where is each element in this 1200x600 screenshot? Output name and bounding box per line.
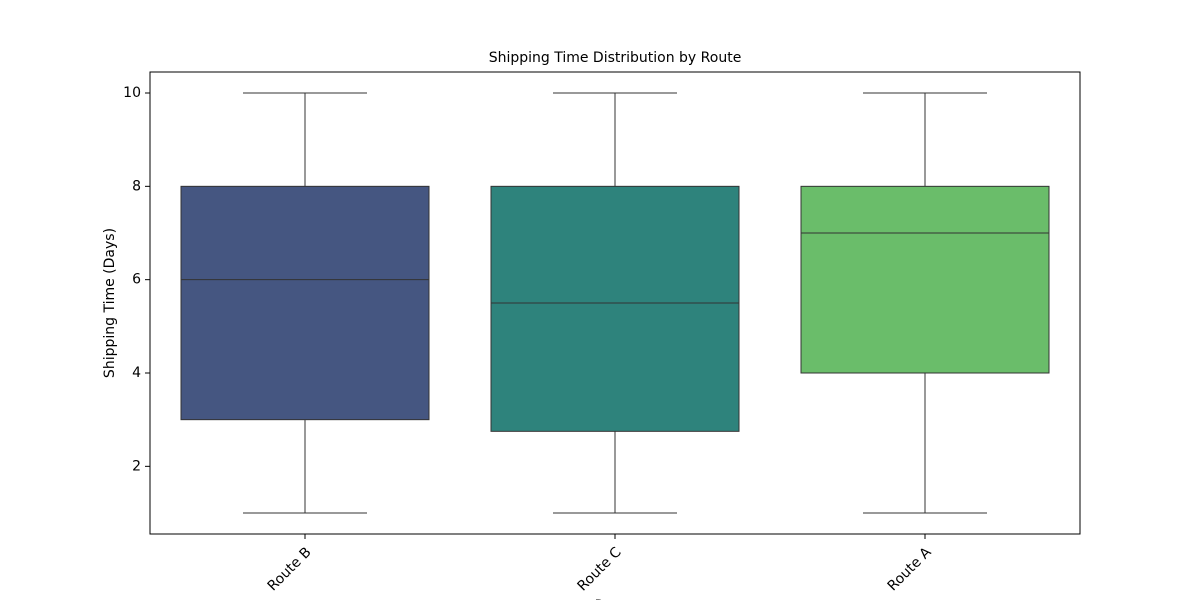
chart-title: Shipping Time Distribution by Route bbox=[489, 50, 742, 66]
y-axis-label: Shipping Time (Days) bbox=[102, 228, 118, 378]
box bbox=[800, 185, 1050, 374]
x-axis-label: Route bbox=[595, 598, 636, 600]
x-tick-label: Route B bbox=[265, 544, 315, 594]
plot-frame bbox=[149, 71, 1081, 535]
y-tick-label: 6 bbox=[132, 272, 141, 288]
y-tick-label: 8 bbox=[132, 178, 141, 194]
x-tick-label: Route C bbox=[575, 544, 625, 594]
x-tick-label: Route A bbox=[885, 544, 935, 594]
y-tick-label: 2 bbox=[132, 458, 141, 474]
y-tick-label: 10 bbox=[123, 85, 141, 101]
box bbox=[490, 185, 740, 432]
box bbox=[180, 185, 430, 421]
y-tick-label: 4 bbox=[132, 365, 141, 381]
